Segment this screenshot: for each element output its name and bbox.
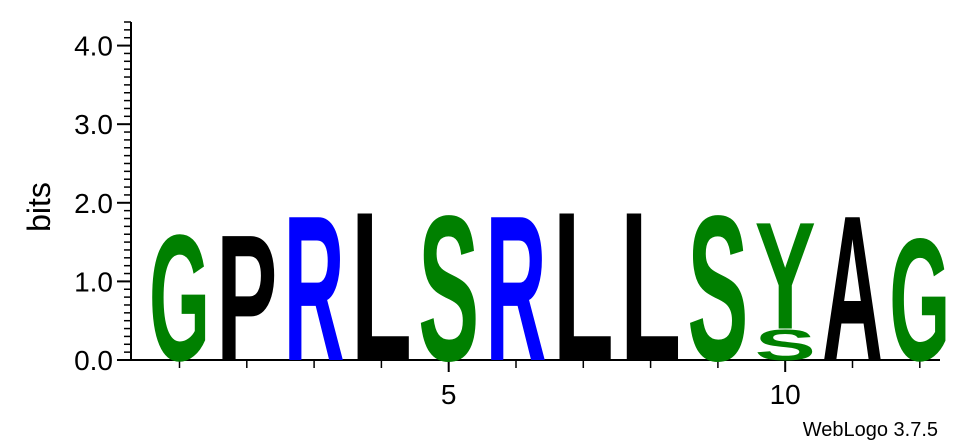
letter-R-pos-3: R: [284, 173, 345, 405]
y-tick-label: 2.0: [74, 188, 113, 219]
letter-L-pos-8: L: [620, 168, 681, 406]
x-tick-label: 10: [770, 379, 801, 410]
letter-L-pos-4: L: [351, 168, 412, 406]
x-axis: 5 10: [131, 359, 940, 410]
letter-S-pos-5: S: [418, 172, 479, 404]
letter-G-pos-12: G: [889, 201, 950, 397]
credit-text: WebLogo 3.7.5: [803, 419, 938, 441]
letter-A-pos-11: A: [822, 173, 883, 405]
y-tick-label: 3.0: [74, 109, 113, 140]
y-tick-label: 1.0: [74, 266, 113, 297]
letter-G-pos-1: G: [149, 198, 210, 399]
letter-Y-pos-10: Y: [755, 190, 816, 361]
letter-R-pos-6: R: [486, 173, 547, 405]
y-tick-label: 4.0: [74, 31, 113, 62]
y-axis: 0.0 1.0 2.0 3.0 4.0: [74, 21, 132, 376]
letter-L-pos-7: L: [553, 168, 614, 406]
letter-S-pos-9: S: [687, 172, 748, 404]
x-tick-label: 5: [441, 379, 457, 410]
letter-P-pos-2: P: [216, 199, 277, 400]
letter-stacks: G P R L S R L L S SY A G: [149, 168, 950, 406]
y-axis-title: bits: [21, 182, 57, 232]
letter-S-pos-10: S: [755, 321, 816, 370]
y-tick-label: 0.0: [74, 345, 113, 376]
